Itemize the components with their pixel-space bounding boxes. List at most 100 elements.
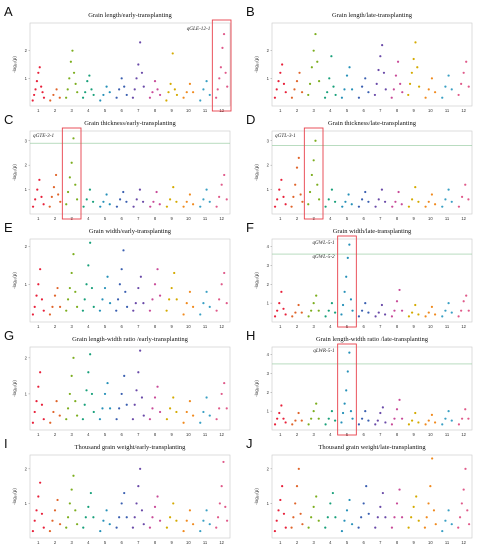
snp-point: [108, 523, 111, 526]
x-tick-label: 8: [154, 216, 157, 221]
snp-point: [460, 309, 463, 312]
snp-point: [115, 205, 119, 208]
snp-point: [225, 198, 228, 201]
snp-point: [218, 77, 221, 80]
snp-point: [384, 88, 387, 91]
snp-point: [69, 60, 72, 63]
snp-point: [430, 305, 434, 309]
snp-point: [350, 523, 354, 526]
x-tick-label: 7: [379, 216, 382, 221]
plot-area: [271, 22, 473, 107]
snp-point: [131, 418, 135, 421]
y-tick-label: 2: [25, 244, 28, 249]
snp-point: [307, 423, 310, 426]
x-tick-label: 9: [412, 216, 415, 221]
x-tick-label: 12: [461, 540, 466, 545]
snp-point: [138, 188, 142, 191]
x-tick-label: 11: [445, 216, 450, 221]
snp-point: [343, 519, 346, 522]
snp-point: [137, 485, 140, 488]
snp-point: [275, 88, 278, 91]
y-axis-label: -log₁₀(p): [12, 380, 17, 397]
x-tick-label: 11: [203, 216, 208, 221]
snp-point: [273, 529, 277, 533]
snp-point: [297, 156, 300, 159]
snp-point: [280, 290, 283, 293]
x-tick-label: 12: [219, 216, 224, 221]
snp-point: [123, 491, 126, 495]
snp-point: [222, 460, 225, 464]
x-tick-label: 10: [186, 540, 191, 545]
snp-point: [135, 77, 138, 80]
snp-point: [105, 193, 108, 196]
snp-point: [281, 485, 284, 488]
y-axis-label: -log₁₀(p): [12, 56, 17, 73]
x-tick-label: 8: [154, 432, 157, 437]
y-tick-label: 4: [267, 352, 270, 357]
snp-point: [432, 509, 436, 512]
snp-point: [122, 249, 125, 252]
x-tick-label: 9: [412, 432, 415, 437]
snp-point: [312, 302, 315, 305]
snp-point: [398, 288, 401, 292]
snp-point: [220, 485, 223, 488]
snp-point: [292, 516, 295, 519]
snp-point: [417, 313, 420, 316]
snp-point: [216, 88, 219, 91]
panel-title: Grain width/late-transplanting: [333, 228, 412, 235]
snp-point: [400, 309, 404, 312]
snp-point: [125, 403, 128, 406]
snp-point: [416, 66, 419, 69]
snp-point: [49, 99, 52, 102]
snp-point: [394, 200, 397, 203]
snp-point: [108, 407, 112, 410]
plot-area: [29, 130, 231, 215]
snp-point: [124, 290, 127, 293]
snp-point: [58, 305, 62, 309]
snp-point: [191, 305, 195, 309]
x-tick-label: 3: [312, 432, 315, 437]
snp-point: [55, 400, 58, 403]
x-tick-label: 7: [379, 108, 382, 113]
snp-point: [151, 516, 154, 519]
snp-point: [49, 421, 52, 424]
snp-point: [294, 311, 297, 314]
snp-point: [72, 71, 76, 74]
snp-point: [105, 85, 108, 88]
snp-point: [308, 190, 312, 194]
panel-title: Grain width/early-transplanting: [89, 228, 172, 235]
snp-point: [35, 80, 39, 83]
snp-point: [71, 49, 74, 52]
snp-point: [330, 410, 334, 413]
snp-point: [148, 418, 152, 421]
snp-point: [467, 523, 471, 526]
snp-point: [50, 195, 53, 199]
panel-c: C Grain thickness/early-transplanting -log…: [4, 112, 231, 221]
snp-point: [330, 188, 334, 191]
panel-a: A Grain length/early-transplanting -log₁₀(…: [4, 4, 232, 113]
snp-point: [42, 309, 45, 312]
x-tick-label: 12: [219, 432, 224, 437]
snp-point: [282, 307, 285, 310]
snp-point: [39, 371, 42, 374]
snp-point: [310, 417, 313, 420]
snp-point: [390, 315, 394, 318]
snp-point: [464, 408, 467, 411]
snp-point: [381, 44, 384, 47]
x-tick-label: 5: [346, 540, 349, 545]
snp-point: [135, 502, 138, 505]
snp-point: [137, 63, 140, 66]
snp-point: [374, 526, 377, 529]
snp-point: [37, 495, 40, 498]
snp-point: [433, 421, 437, 424]
snp-point: [457, 93, 460, 97]
snp-point: [465, 60, 468, 63]
x-tick-label: 4: [329, 216, 332, 221]
snp-point: [466, 509, 469, 512]
snp-point: [68, 392, 71, 396]
x-tick-label: 2: [54, 324, 57, 329]
snp-point: [171, 52, 174, 55]
snp-point: [182, 529, 185, 533]
x-tick-label: 3: [312, 540, 315, 545]
snp-point: [290, 526, 293, 529]
